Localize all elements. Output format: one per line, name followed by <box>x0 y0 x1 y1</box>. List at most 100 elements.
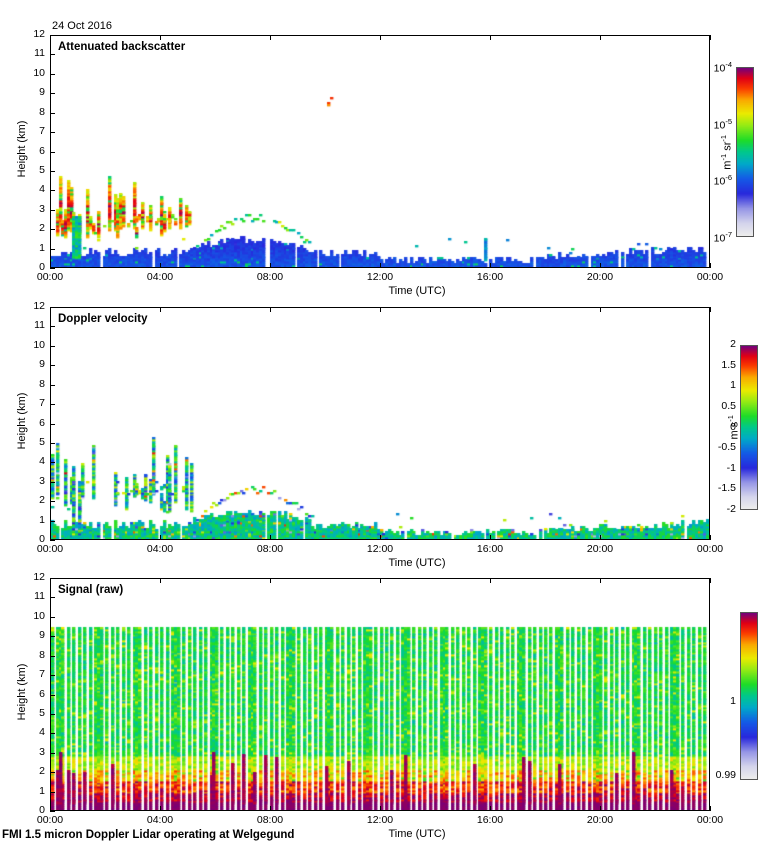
x-tick-mark <box>270 806 271 811</box>
y-tick-label: 6 <box>39 144 45 157</box>
x-tick-label: 20:00 <box>586 814 614 826</box>
y-tick-mark <box>50 675 55 677</box>
x-tick-mark-top <box>710 578 711 583</box>
x-tick-mark <box>50 535 51 540</box>
y-tick-mark <box>50 112 55 114</box>
y-tick-label: 3 <box>39 745 45 758</box>
x-tick-mark-top <box>270 35 271 40</box>
y-tick-label: 9 <box>39 629 45 642</box>
x-tick-mark <box>380 806 381 811</box>
x-tick-label: 08:00 <box>256 271 284 283</box>
y-tick-label: 1 <box>39 241 45 254</box>
x-tick-label: 00:00 <box>696 814 724 826</box>
x-tick-mark-top <box>50 578 51 583</box>
colorbar-attenuated-backscatter <box>736 67 754 237</box>
x-tick-label: 12:00 <box>366 814 394 826</box>
y-tick-label: 6 <box>39 687 45 700</box>
y-tick-mark <box>50 791 55 793</box>
colorbar-tick-label: 1 <box>730 695 736 708</box>
x-tick-label: 12:00 <box>366 271 394 283</box>
x-tick-label: 00:00 <box>696 543 724 555</box>
y-tick-mark <box>50 616 55 618</box>
x-tick-mark <box>490 263 491 268</box>
y-tick-mark <box>50 462 55 464</box>
x-tick-mark-top <box>160 307 161 312</box>
x-tick-mark-top <box>380 35 381 40</box>
x-tick-mark <box>380 535 381 540</box>
x-tick-mark <box>270 263 271 268</box>
axes-attenuated-backscatter <box>50 35 710 268</box>
y-tick-label: 12 <box>33 571 45 583</box>
x-tick-mark-top <box>50 307 51 312</box>
x-tick-mark <box>270 535 271 540</box>
y-tick-label: 4 <box>39 183 45 196</box>
colorbar-tick-label: -0.5 <box>717 441 736 454</box>
x-tick-label: 00:00 <box>36 271 64 283</box>
x-tick-label: 12:00 <box>366 543 394 555</box>
y-tick-label: 8 <box>39 648 45 661</box>
x-tick-mark-top <box>600 578 601 583</box>
colorbar-tick-label: -2 <box>726 503 736 515</box>
colorbar-doppler-velocity <box>740 345 758 510</box>
x-tick-label: 16:00 <box>476 814 504 826</box>
x-tick-mark-top <box>160 35 161 40</box>
x-tick-mark-top <box>270 307 271 312</box>
x-tick-label: 04:00 <box>146 543 174 555</box>
y-tick-mark <box>50 597 55 599</box>
x-tick-mark-top <box>600 307 601 312</box>
y-tick-label: 11 <box>34 319 45 332</box>
y-tick-mark <box>50 190 55 192</box>
y-tick-mark <box>50 35 55 36</box>
x-tick-label: 20:00 <box>586 543 614 555</box>
y-tick-mark <box>50 307 55 308</box>
x-tick-mark <box>160 535 161 540</box>
y-tick-mark <box>50 636 55 638</box>
x-tick-mark-top <box>160 578 161 583</box>
x-tick-mark-top <box>490 35 491 40</box>
y-tick-mark <box>50 694 55 696</box>
y-tick-label: 5 <box>39 435 45 448</box>
colorbar-tick-label: 10-4 <box>713 60 732 75</box>
y-tick-mark <box>50 772 55 774</box>
colorbar-tick-label: 1.5 <box>721 358 736 371</box>
x-tick-mark-top <box>380 307 381 312</box>
y-tick-label: 4 <box>39 455 45 468</box>
colorbar-tick-label: 2 <box>730 338 736 350</box>
colorbar-tick-label: 0.5 <box>721 399 736 412</box>
y-tick-label: 11 <box>34 590 45 603</box>
colorbar-tick-label: 0 <box>730 420 736 433</box>
x-tick-mark-top <box>270 578 271 583</box>
y-tick-mark <box>50 248 55 250</box>
x-tick-mark <box>710 806 711 811</box>
colorbar-gradient-2 <box>741 346 757 509</box>
y-tick-label: 12 <box>33 300 45 312</box>
y-tick-label: 1 <box>39 513 45 526</box>
x-tick-label: 04:00 <box>146 271 174 283</box>
colorbar-tick-label: -1.5 <box>717 482 736 495</box>
y-tick-mark <box>50 73 55 75</box>
colorbar-tick-label: -1 <box>726 461 736 474</box>
y-tick-mark <box>50 578 55 579</box>
x-tick-label: 00:00 <box>36 543 64 555</box>
colorbar-gradient-3 <box>741 613 757 779</box>
figure-caption: FMI 1.5 micron Doppler Lidar operating a… <box>2 829 295 841</box>
x-tick-label: 16:00 <box>476 271 504 283</box>
y-tick-label: 7 <box>39 397 45 410</box>
y-tick-mark <box>50 151 55 153</box>
y-tick-mark <box>50 365 55 367</box>
y-tick-label: 9 <box>39 358 45 371</box>
heatmap-attenuated-backscatter <box>51 36 709 267</box>
y-tick-mark <box>50 713 55 715</box>
y-tick-mark <box>50 268 55 269</box>
y-tick-label: 3 <box>39 202 45 215</box>
y-tick-label: 7 <box>39 125 45 138</box>
panel-title-doppler-velocity: Doppler velocity <box>58 313 148 325</box>
y-tick-label: 0 <box>39 261 45 273</box>
y-tick-label: 5 <box>39 706 45 719</box>
y-tick-label: 0 <box>39 533 45 545</box>
y-tick-mark <box>50 384 55 386</box>
axes-doppler-velocity <box>50 307 710 540</box>
y-tick-label: 0 <box>39 804 45 816</box>
x-tick-mark-top <box>710 35 711 40</box>
y-tick-label: 2 <box>39 765 45 778</box>
